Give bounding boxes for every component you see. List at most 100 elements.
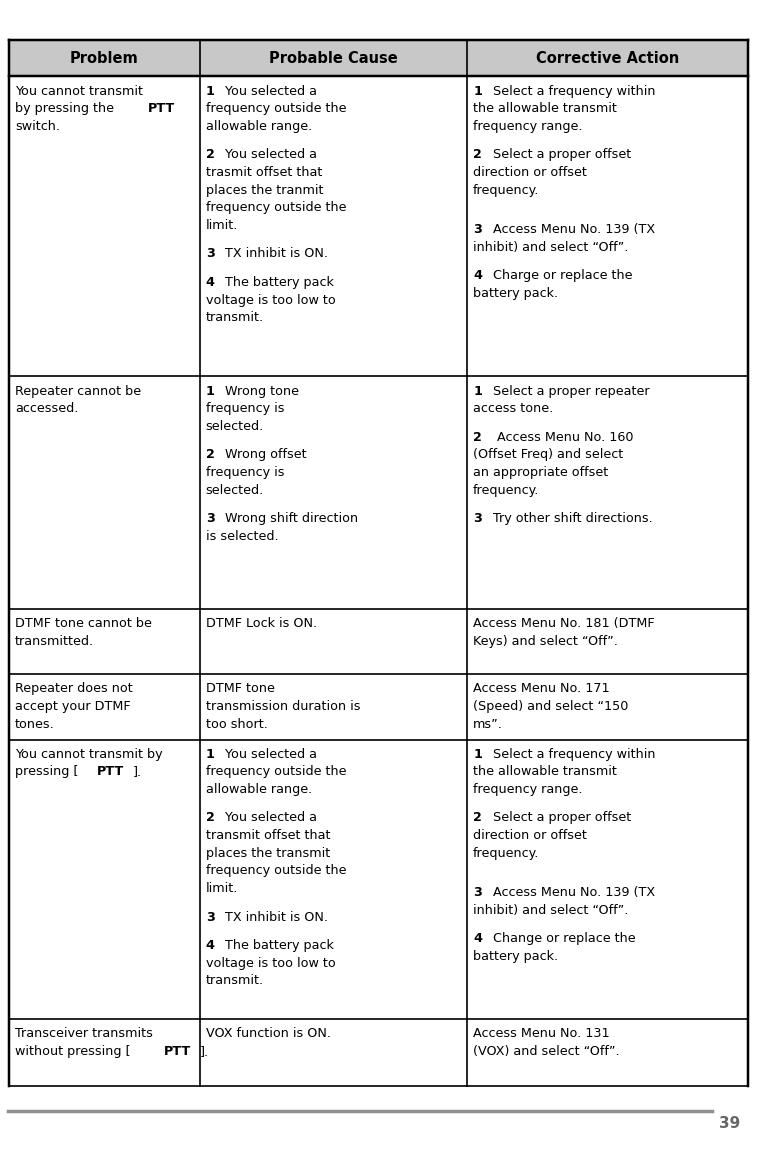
Text: Charge or replace the: Charge or replace the bbox=[484, 270, 632, 282]
Text: battery pack.: battery pack. bbox=[473, 950, 559, 963]
Text: limit.: limit. bbox=[206, 219, 238, 232]
Text: Select a proper offset: Select a proper offset bbox=[484, 149, 631, 161]
Text: You selected a: You selected a bbox=[217, 812, 317, 824]
Text: allowable range.: allowable range. bbox=[206, 120, 312, 133]
Text: Corrective Action: Corrective Action bbox=[536, 51, 679, 66]
Text: PTT: PTT bbox=[148, 103, 176, 115]
Text: direction or offset: direction or offset bbox=[473, 166, 587, 179]
Text: without pressing [: without pressing [ bbox=[15, 1045, 131, 1057]
Text: frequency range.: frequency range. bbox=[473, 783, 583, 796]
Text: voltage is too low to: voltage is too low to bbox=[206, 957, 335, 970]
Text: voltage is too low to: voltage is too low to bbox=[206, 294, 335, 307]
Text: VOX function is ON.: VOX function is ON. bbox=[206, 1027, 331, 1040]
Text: Select a proper offset: Select a proper offset bbox=[484, 812, 631, 824]
Text: selected.: selected. bbox=[206, 420, 264, 432]
Text: 3: 3 bbox=[206, 911, 215, 924]
Text: 1: 1 bbox=[206, 385, 215, 398]
Text: pressing [: pressing [ bbox=[15, 766, 79, 778]
Text: transmit.: transmit. bbox=[206, 311, 264, 324]
Text: The battery pack: The battery pack bbox=[217, 276, 335, 289]
Text: 3: 3 bbox=[473, 512, 482, 526]
Text: You selected a: You selected a bbox=[217, 747, 317, 761]
Text: Select a frequency within: Select a frequency within bbox=[484, 747, 655, 761]
Text: is selected.: is selected. bbox=[206, 530, 279, 543]
Bar bbox=[200, 40, 467, 76]
Text: TX inhibit is ON.: TX inhibit is ON. bbox=[217, 911, 329, 924]
Text: accept your DTMF: accept your DTMF bbox=[15, 700, 131, 713]
Text: DTMF Lock is ON.: DTMF Lock is ON. bbox=[206, 617, 317, 631]
Text: too short.: too short. bbox=[206, 717, 268, 731]
Text: 1: 1 bbox=[206, 84, 215, 98]
Text: ].: ]. bbox=[200, 1045, 209, 1057]
Text: You selected a: You selected a bbox=[217, 149, 317, 161]
Text: Access Menu No. 131: Access Menu No. 131 bbox=[473, 1027, 610, 1040]
Text: Probable Cause: Probable Cause bbox=[269, 51, 398, 66]
Text: You cannot transmit: You cannot transmit bbox=[15, 84, 143, 98]
Text: The battery pack: The battery pack bbox=[217, 940, 335, 952]
Text: trasmit offset that: trasmit offset that bbox=[206, 166, 322, 179]
Text: frequency range.: frequency range. bbox=[473, 120, 583, 133]
Text: 2: 2 bbox=[473, 812, 482, 824]
Text: places the tranmit: places the tranmit bbox=[206, 183, 323, 197]
Text: Repeater does not: Repeater does not bbox=[15, 683, 133, 695]
Text: 3: 3 bbox=[206, 248, 215, 261]
Text: 2: 2 bbox=[473, 149, 482, 161]
Text: the allowable transmit: the allowable transmit bbox=[473, 766, 617, 778]
Text: 2: 2 bbox=[473, 431, 482, 444]
Text: frequency outside the: frequency outside the bbox=[206, 766, 346, 778]
Text: TX inhibit is ON.: TX inhibit is ON. bbox=[217, 248, 329, 261]
Text: access tone.: access tone. bbox=[473, 402, 553, 415]
Text: transmit.: transmit. bbox=[206, 974, 264, 987]
Text: places the transmit: places the transmit bbox=[206, 846, 330, 860]
Text: (Speed) and select “150: (Speed) and select “150 bbox=[473, 700, 628, 713]
Text: transmission duration is: transmission duration is bbox=[206, 700, 360, 713]
Text: 4: 4 bbox=[206, 276, 215, 289]
Text: the allowable transmit: the allowable transmit bbox=[473, 103, 617, 115]
Text: frequency outside the: frequency outside the bbox=[206, 103, 346, 115]
Text: You cannot transmit by: You cannot transmit by bbox=[15, 747, 163, 761]
Text: Select a proper repeater: Select a proper repeater bbox=[484, 385, 650, 398]
Text: 1: 1 bbox=[473, 747, 482, 761]
Text: battery pack.: battery pack. bbox=[473, 287, 559, 300]
Text: 4: 4 bbox=[473, 270, 482, 282]
Bar bbox=[9, 40, 200, 76]
Text: You selected a: You selected a bbox=[217, 84, 317, 98]
Text: ms”.: ms”. bbox=[473, 717, 503, 731]
Text: 39: 39 bbox=[719, 1115, 740, 1131]
Text: Wrong offset: Wrong offset bbox=[217, 449, 307, 461]
Text: Try other shift directions.: Try other shift directions. bbox=[484, 512, 653, 526]
Text: 3: 3 bbox=[206, 512, 215, 526]
Text: PTT: PTT bbox=[97, 766, 124, 778]
Text: by pressing the: by pressing the bbox=[15, 103, 118, 115]
Text: (VOX) and select “Off”.: (VOX) and select “Off”. bbox=[473, 1045, 620, 1057]
Text: inhibit) and select “Off”.: inhibit) and select “Off”. bbox=[473, 904, 628, 917]
Text: transmit offset that: transmit offset that bbox=[206, 829, 330, 842]
Text: Change or replace the: Change or replace the bbox=[484, 933, 635, 945]
Text: frequency.: frequency. bbox=[473, 846, 540, 860]
Text: Transceiver transmits: Transceiver transmits bbox=[15, 1027, 153, 1040]
Text: frequency outside the: frequency outside the bbox=[206, 865, 346, 877]
Text: Access Menu No. 171: Access Menu No. 171 bbox=[473, 683, 610, 695]
Text: 2: 2 bbox=[206, 149, 215, 161]
Text: 3: 3 bbox=[473, 224, 482, 236]
Text: Wrong shift direction: Wrong shift direction bbox=[217, 512, 358, 526]
Text: direction or offset: direction or offset bbox=[473, 829, 587, 842]
Text: DTMF tone cannot be: DTMF tone cannot be bbox=[15, 617, 152, 631]
Text: frequency outside the: frequency outside the bbox=[206, 202, 346, 214]
Text: selected.: selected. bbox=[206, 483, 264, 497]
Text: frequency.: frequency. bbox=[473, 483, 540, 497]
Text: Repeater cannot be: Repeater cannot be bbox=[15, 385, 142, 398]
Text: 4: 4 bbox=[206, 940, 215, 952]
Text: Access Menu No. 139 (TX: Access Menu No. 139 (TX bbox=[484, 224, 655, 236]
Text: 4: 4 bbox=[473, 933, 482, 945]
Text: tones.: tones. bbox=[15, 717, 55, 731]
Text: an appropriate offset: an appropriate offset bbox=[473, 466, 609, 478]
Text: frequency.: frequency. bbox=[473, 183, 540, 197]
Text: frequency is: frequency is bbox=[206, 466, 285, 478]
Text: allowable range.: allowable range. bbox=[206, 783, 312, 796]
Text: ].: ]. bbox=[132, 766, 142, 778]
Text: Access Menu No. 181 (DTMF: Access Menu No. 181 (DTMF bbox=[473, 617, 655, 631]
Text: PTT: PTT bbox=[164, 1045, 192, 1057]
Text: Access Menu No. 160: Access Menu No. 160 bbox=[484, 431, 633, 444]
Text: 1: 1 bbox=[473, 385, 482, 398]
